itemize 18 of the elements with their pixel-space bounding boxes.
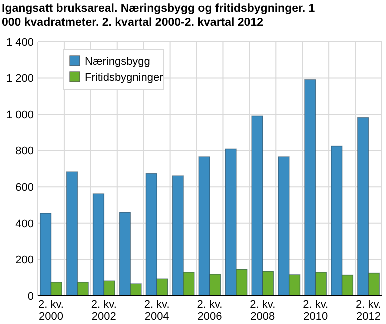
x-tick-label: 2. kv. 2008 xyxy=(250,299,276,323)
legend-label: Næringsbygg xyxy=(85,56,150,68)
y-tick-label: 600 xyxy=(16,182,34,194)
y-tick-label: 1 200 xyxy=(6,73,34,86)
y-tick-label: 1 000 xyxy=(6,109,34,122)
x-tick-label: 2. kv. 2012 xyxy=(356,299,382,323)
chart-title: Igangsatt bruksareal. Næringsbygg og fritidsbygninger. 1 000 kvadratmeter. 2. kvartal 2000-2. kvartal 2012 xyxy=(2,3,316,29)
x-tick-label: 2. kv. 2000 xyxy=(38,299,64,323)
y-tick-label: 200 xyxy=(16,254,34,267)
x-tick-label: 2. kv. 2004 xyxy=(144,299,170,323)
x-tick-label: 2. kv. 2010 xyxy=(303,299,329,323)
y-tick-label: 800 xyxy=(16,146,34,158)
y-tick-label: 0 xyxy=(28,290,34,303)
x-tick-label: 2. kv. 2002 xyxy=(91,299,117,323)
legend-label: Fritidsbygninger xyxy=(85,72,164,84)
y-tick-label: 400 xyxy=(16,218,34,230)
x-tick-label: 2. kv. 2006 xyxy=(197,299,223,323)
y-tick-label: 1 400 xyxy=(6,36,34,49)
